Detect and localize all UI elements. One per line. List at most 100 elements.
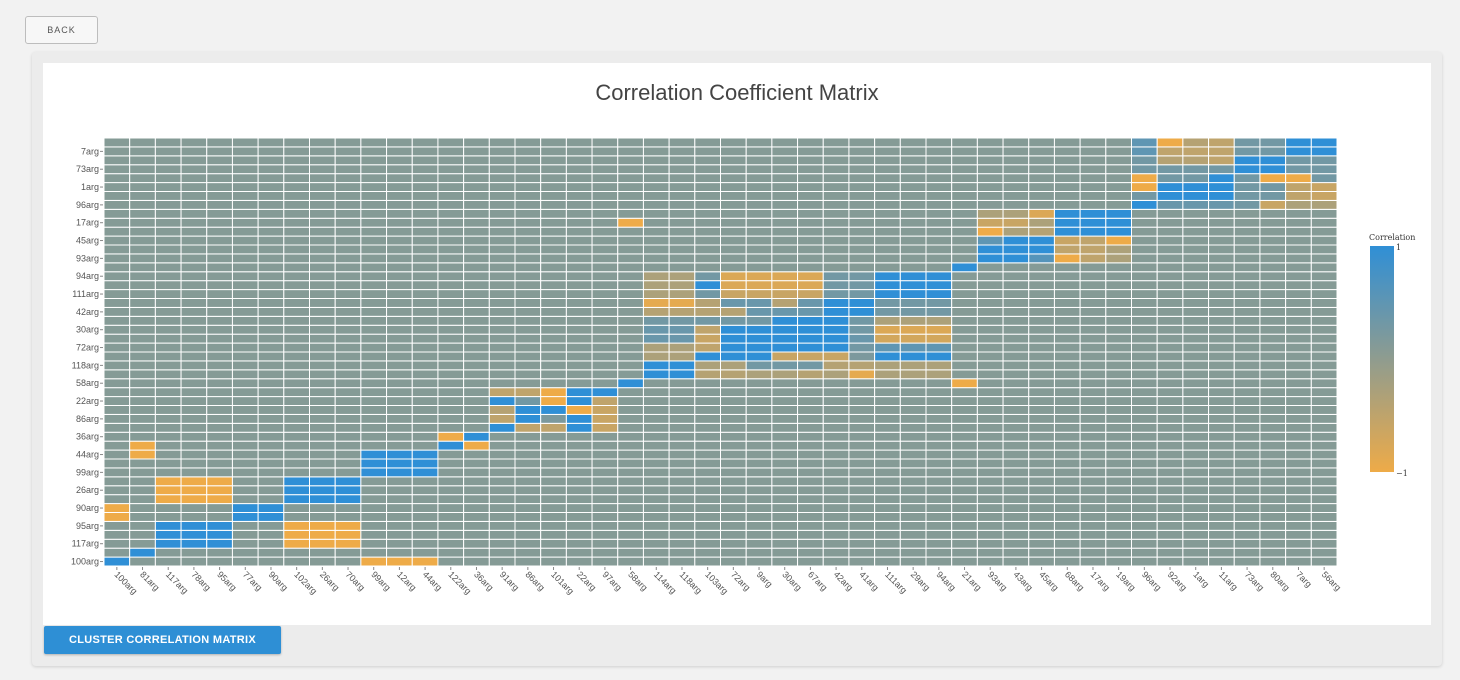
heatmap-cell (1285, 164, 1312, 175)
heatmap-cell (411, 333, 439, 344)
heatmap-cell (1233, 449, 1261, 460)
back-button[interactable]: BACK (25, 16, 98, 44)
heatmap-cell (925, 324, 953, 335)
heatmap-cell (694, 235, 721, 246)
heatmap-cell (437, 431, 465, 442)
heatmap-cell (668, 164, 696, 175)
heatmap-cell (1233, 494, 1261, 505)
heatmap-cell (925, 280, 953, 291)
heatmap-cell (1259, 271, 1287, 282)
y-tick-label: 1arg (81, 182, 99, 192)
heatmap-cell (283, 315, 310, 326)
heatmap-cell (154, 378, 182, 389)
heatmap-cell (411, 431, 439, 442)
heatmap-cell (694, 191, 721, 201)
heatmap-cell (1053, 324, 1081, 335)
heatmap-cell (899, 182, 927, 193)
heatmap-cell (642, 485, 670, 496)
heatmap-cell (745, 333, 773, 344)
heatmap-cell (1079, 440, 1107, 451)
heatmap-cell (874, 458, 901, 469)
heatmap-cell (591, 137, 619, 148)
heatmap-cell (488, 431, 516, 442)
heatmap-cell (1310, 253, 1338, 264)
heatmap-cell (591, 244, 619, 255)
heatmap-cell (386, 280, 413, 291)
heatmap-cell (874, 378, 901, 389)
cluster-correlation-matrix-button[interactable]: CLUSTER CORRELATION MATRIX (44, 626, 281, 654)
heatmap-cell (1131, 208, 1158, 219)
heatmap-cell (1053, 369, 1081, 380)
heatmap-cell (797, 449, 824, 460)
heatmap-cell (694, 387, 721, 398)
heatmap-cell (103, 226, 131, 237)
heatmap-cell (540, 520, 567, 531)
heatmap-cell (797, 173, 824, 184)
heatmap-cell (745, 378, 773, 389)
heatmap-cell (334, 449, 362, 460)
heatmap-cell (334, 458, 362, 469)
heatmap-cell (334, 529, 362, 540)
heatmap-cell (642, 235, 670, 246)
heatmap-cell (1310, 431, 1338, 442)
heatmap-cell (437, 208, 465, 219)
x-tick-label: 90arg (267, 569, 290, 592)
heatmap-cell (694, 431, 721, 442)
heatmap-cell (1233, 360, 1261, 371)
heatmap-cell (257, 155, 285, 166)
heatmap-cell (565, 405, 593, 415)
heatmap-cell (951, 520, 978, 531)
heatmap-cell (463, 529, 490, 540)
heatmap-cell (1285, 208, 1312, 219)
heatmap-cell (1182, 173, 1210, 184)
heatmap-cell (411, 173, 439, 184)
heatmap-cell (874, 387, 901, 398)
heatmap-cell (514, 342, 542, 353)
heatmap-cell (103, 485, 131, 496)
heatmap-cell (437, 155, 465, 166)
heatmap-cell (1182, 137, 1210, 148)
heatmap-cell (540, 217, 567, 228)
heatmap-cell (309, 538, 336, 549)
heatmap-cell (437, 440, 465, 451)
heatmap-cell (1131, 529, 1158, 540)
heatmap-cell (437, 378, 465, 389)
heatmap-cell (437, 387, 465, 398)
heatmap-cell (103, 306, 131, 317)
heatmap-cell (668, 369, 696, 380)
heatmap-cell (565, 467, 593, 478)
heatmap-cell (951, 173, 978, 184)
heatmap-cell (540, 369, 567, 380)
heatmap-cell (103, 280, 131, 291)
heatmap-cell (617, 164, 644, 175)
heatmap-cell (642, 226, 670, 237)
heatmap-cell (1105, 422, 1132, 433)
heatmap-cell (386, 262, 413, 273)
heatmap-cell (617, 485, 644, 496)
heatmap-cell (386, 556, 413, 567)
heatmap-cell (231, 298, 259, 308)
heatmap-cell (206, 547, 233, 558)
x-tick-label: 11arg (1217, 569, 1240, 592)
heatmap-cell (976, 520, 1004, 531)
heatmap-cell (1002, 208, 1030, 219)
heatmap-cell (720, 173, 747, 184)
heatmap-cell (848, 405, 876, 415)
heatmap-cell (103, 155, 131, 166)
heatmap-cell (206, 289, 233, 299)
heatmap-cell (180, 235, 208, 246)
heatmap-cell (154, 333, 182, 344)
heatmap-cell (1053, 467, 1081, 478)
heatmap-cell (1208, 476, 1235, 487)
heatmap-cell (668, 422, 696, 433)
heatmap-cell (1002, 315, 1030, 326)
heatmap-cell (540, 360, 567, 371)
heatmap-cell (797, 431, 824, 442)
heatmap-cell (283, 191, 310, 201)
heatmap-cell (514, 431, 542, 442)
heatmap-cell (1002, 449, 1030, 460)
heatmap-cell (565, 494, 593, 505)
heatmap-cell (1285, 315, 1312, 326)
heatmap-cell (1105, 387, 1132, 398)
heatmap-cell (180, 440, 208, 451)
